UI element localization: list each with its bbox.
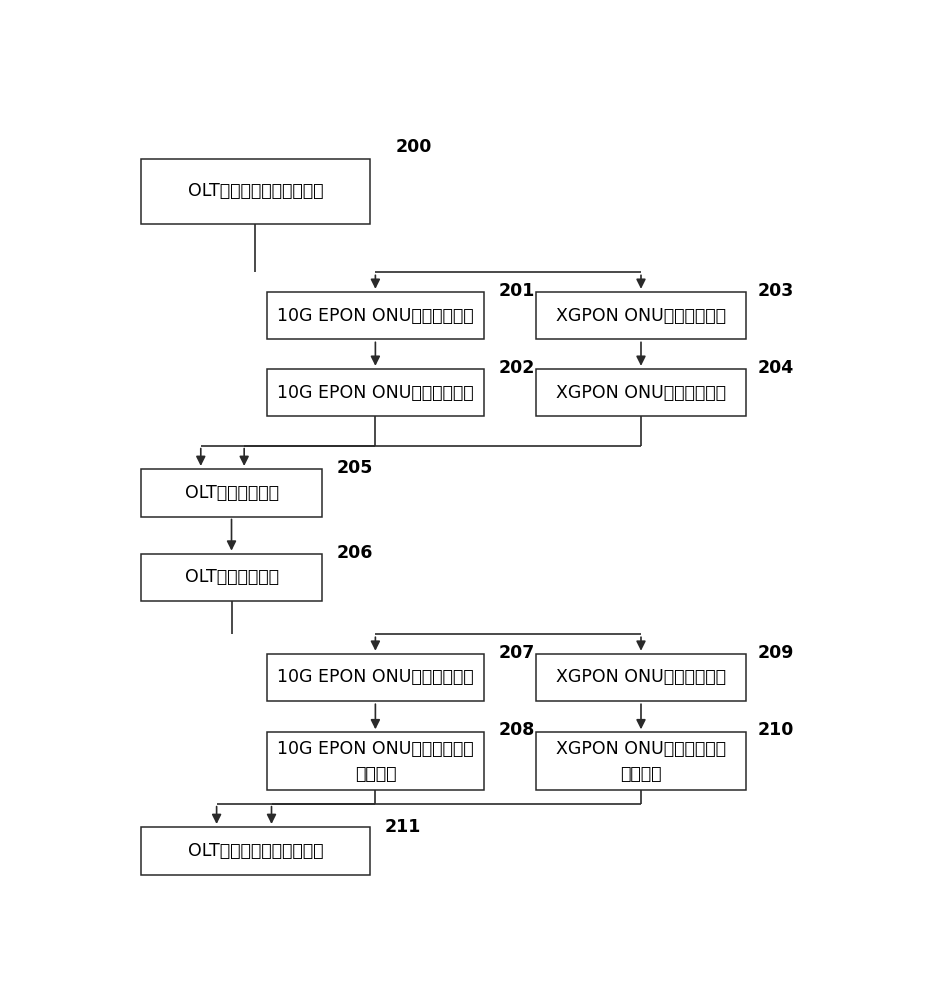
Text: 206: 206 bbox=[337, 544, 373, 562]
Bar bbox=[267, 292, 485, 339]
Text: OLT生成发送授权: OLT生成发送授权 bbox=[185, 568, 279, 586]
Text: XGPON ONU根据发送授权
发送数据: XGPON ONU根据发送授权 发送数据 bbox=[556, 740, 726, 783]
Text: 204: 204 bbox=[757, 359, 793, 377]
Text: 10G EPON ONU接收轮询请求: 10G EPON ONU接收轮询请求 bbox=[277, 307, 474, 325]
Bar bbox=[141, 469, 322, 517]
Text: OLT接收发送请求: OLT接收发送请求 bbox=[185, 484, 279, 502]
Text: 207: 207 bbox=[499, 644, 535, 662]
Bar bbox=[267, 732, 485, 790]
Bar bbox=[141, 554, 322, 601]
Bar bbox=[536, 292, 746, 339]
Text: 210: 210 bbox=[757, 721, 794, 739]
Text: XGPON ONU生成发送请求: XGPON ONU生成发送请求 bbox=[556, 384, 726, 402]
Text: OLT根据发送授权接收数据: OLT根据发送授权接收数据 bbox=[188, 842, 324, 860]
Bar bbox=[267, 654, 485, 701]
Bar bbox=[536, 732, 746, 790]
Bar bbox=[267, 369, 485, 416]
Text: OLT初始化，生成轮询请求: OLT初始化，生成轮询请求 bbox=[188, 182, 324, 200]
Text: 209: 209 bbox=[757, 644, 794, 662]
Bar bbox=[141, 159, 369, 224]
Bar bbox=[141, 827, 369, 875]
Text: 205: 205 bbox=[337, 459, 373, 477]
Text: 211: 211 bbox=[385, 818, 421, 836]
Text: 10G EPON ONU生成发送请求: 10G EPON ONU生成发送请求 bbox=[277, 384, 474, 402]
Text: XGPON ONU接收发送授权: XGPON ONU接收发送授权 bbox=[556, 668, 726, 686]
Text: 208: 208 bbox=[499, 721, 535, 739]
Text: 200: 200 bbox=[396, 138, 432, 156]
Text: 10G EPON ONU接收发送授权: 10G EPON ONU接收发送授权 bbox=[277, 668, 474, 686]
Bar bbox=[536, 369, 746, 416]
Bar bbox=[536, 654, 746, 701]
Text: 203: 203 bbox=[757, 282, 793, 300]
Text: 201: 201 bbox=[499, 282, 535, 300]
Text: XGPON ONU接收轮询请求: XGPON ONU接收轮询请求 bbox=[556, 307, 726, 325]
Text: 202: 202 bbox=[499, 359, 535, 377]
Text: 10G EPON ONU根据发送授权
发送数据: 10G EPON ONU根据发送授权 发送数据 bbox=[277, 740, 474, 783]
